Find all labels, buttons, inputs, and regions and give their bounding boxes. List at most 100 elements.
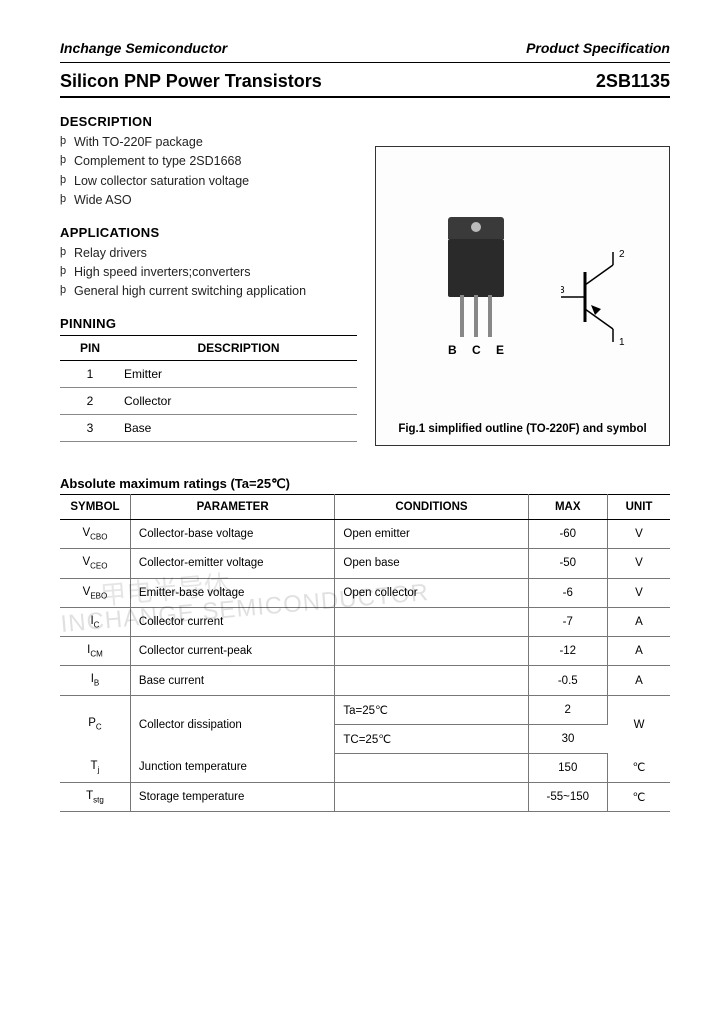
page-header: Inchange Semiconductor Product Specifica… [60, 40, 670, 56]
rating-row: ICMCollector current-peak-12A [60, 637, 670, 666]
company-name: Inchange Semiconductor [60, 40, 227, 56]
right-column: B C E 2 1 3 Fig. [375, 114, 670, 446]
rating-param: Collector dissipation [130, 695, 334, 753]
rating-cond: Open base [335, 549, 528, 578]
sym-pin-3: 3 [561, 285, 565, 296]
pin-number: 3 [60, 414, 120, 441]
rating-unit: A [608, 666, 670, 695]
rating-symbol: VCEO [60, 549, 130, 578]
rating-symbol: IC [60, 607, 130, 636]
package-tab [448, 217, 504, 239]
rating-param: Storage temperature [130, 782, 334, 811]
rating-cond [335, 753, 528, 782]
rating-param: Junction temperature [130, 753, 334, 782]
pin-desc: Emitter [120, 360, 357, 387]
desc-item: Complement to type 2SD1668 [60, 152, 357, 171]
pin-row: 1 Emitter [60, 360, 357, 387]
header-symbol: SYMBOL [60, 495, 130, 520]
rating-unit: W [608, 695, 670, 753]
figure-caption: Fig.1 simplified outline (TO-220F) and s… [376, 423, 669, 435]
pin-row: 2 Collector [60, 387, 357, 414]
pin-number: 1 [60, 360, 120, 387]
symbol-svg: 2 1 3 [561, 247, 641, 347]
pinning-table: PIN DESCRIPTION 1 Emitter 2 Collector 3 [60, 335, 357, 442]
bce-label: B C E [436, 343, 516, 357]
transistor-symbol: 2 1 3 [561, 247, 641, 347]
description-list: With TO-220F package Complement to type … [60, 133, 357, 211]
left-column: DESCRIPTION With TO-220F package Complem… [60, 114, 357, 446]
rating-cond: Open collector [335, 578, 528, 607]
rating-param: Collector-base voltage [130, 520, 334, 549]
rating-cond [335, 607, 528, 636]
app-item: High speed inverters;converters [60, 263, 357, 282]
rating-symbol: VEBO [60, 578, 130, 607]
package-leads [436, 295, 516, 337]
rating-cond [335, 666, 528, 695]
header-conditions: CONDITIONS [335, 495, 528, 520]
rating-row: TstgStorage temperature-55~150℃ [60, 782, 670, 811]
rating-symbol: VCBO [60, 520, 130, 549]
applications-heading: APPLICATIONS [60, 225, 357, 240]
app-item: Relay drivers [60, 244, 357, 263]
product-family: Silicon PNP Power Transistors [60, 71, 322, 92]
rating-row: VCBOCollector-base voltageOpen emitter-6… [60, 520, 670, 549]
rating-row: IBBase current-0.5A [60, 666, 670, 695]
header-unit: UNIT [608, 495, 670, 520]
rating-row: TjJunction temperature 150℃ [60, 753, 670, 782]
pin-number: 2 [60, 387, 120, 414]
applications-list: Relay drivers High speed inverters;conve… [60, 244, 357, 302]
lead [474, 295, 478, 337]
header-max: MAX [528, 495, 608, 520]
pinning-heading: PINNING [60, 316, 357, 331]
sym-pin-2: 2 [619, 249, 625, 260]
rating-cond [335, 637, 528, 666]
rating-unit: V [608, 520, 670, 549]
rating-unit: ℃ [608, 753, 670, 782]
rating-param: Emitter-base voltage [130, 578, 334, 607]
rating-cond: TC=25℃ [335, 724, 528, 753]
datasheet-page: Inchange Semiconductor Product Specifica… [0, 0, 720, 842]
rating-param: Collector-emitter voltage [130, 549, 334, 578]
desc-item: Low collector saturation voltage [60, 172, 357, 191]
desc-item: Wide ASO [60, 191, 357, 210]
rating-cond: Ta=25℃ [335, 695, 528, 724]
header-rule [60, 62, 670, 63]
pin-row: 3 Base [60, 414, 357, 441]
rating-unit: V [608, 578, 670, 607]
rating-max: -50 [528, 549, 608, 578]
rating-cond: Open emitter [335, 520, 528, 549]
rating-symbol: PC [60, 695, 130, 753]
rating-max: 2 [528, 695, 608, 724]
rating-cond [335, 782, 528, 811]
lead [460, 295, 464, 337]
rating-max: 30 [528, 724, 608, 753]
ratings-header-row: SYMBOL PARAMETER CONDITIONS MAX UNIT [60, 495, 670, 520]
header-parameter: PARAMETER [130, 495, 334, 520]
pin-desc: Collector [120, 387, 357, 414]
rating-param: Base current [130, 666, 334, 695]
rating-row: ICCollector current-7A [60, 607, 670, 636]
doc-type: Product Specification [526, 40, 670, 56]
app-item: General high current switching applicati… [60, 282, 357, 301]
rating-symbol: IB [60, 666, 130, 695]
title-rule [60, 96, 670, 98]
lead [488, 295, 492, 337]
rating-max: -55~150 [528, 782, 608, 811]
rating-symbol: ICM [60, 637, 130, 666]
upper-content: DESCRIPTION With TO-220F package Complem… [60, 114, 670, 446]
rating-param: Collector current-peak [130, 637, 334, 666]
pin-header-row: PIN DESCRIPTION [60, 335, 357, 360]
part-number: 2SB1135 [596, 71, 670, 92]
rating-symbol: Tj [60, 753, 130, 782]
rating-unit: ℃ [608, 782, 670, 811]
package-body [448, 239, 504, 297]
figure-box: B C E 2 1 3 Fig. [375, 146, 670, 446]
desc-item: With TO-220F package [60, 133, 357, 152]
pin-col-header: PIN [60, 335, 120, 360]
pin-desc: Base [120, 414, 357, 441]
rating-unit: A [608, 607, 670, 636]
rating-max: -60 [528, 520, 608, 549]
rating-row: VCEOCollector-emitter voltageOpen base-5… [60, 549, 670, 578]
description-heading: DESCRIPTION [60, 114, 357, 129]
rating-max: 150 [528, 753, 608, 782]
